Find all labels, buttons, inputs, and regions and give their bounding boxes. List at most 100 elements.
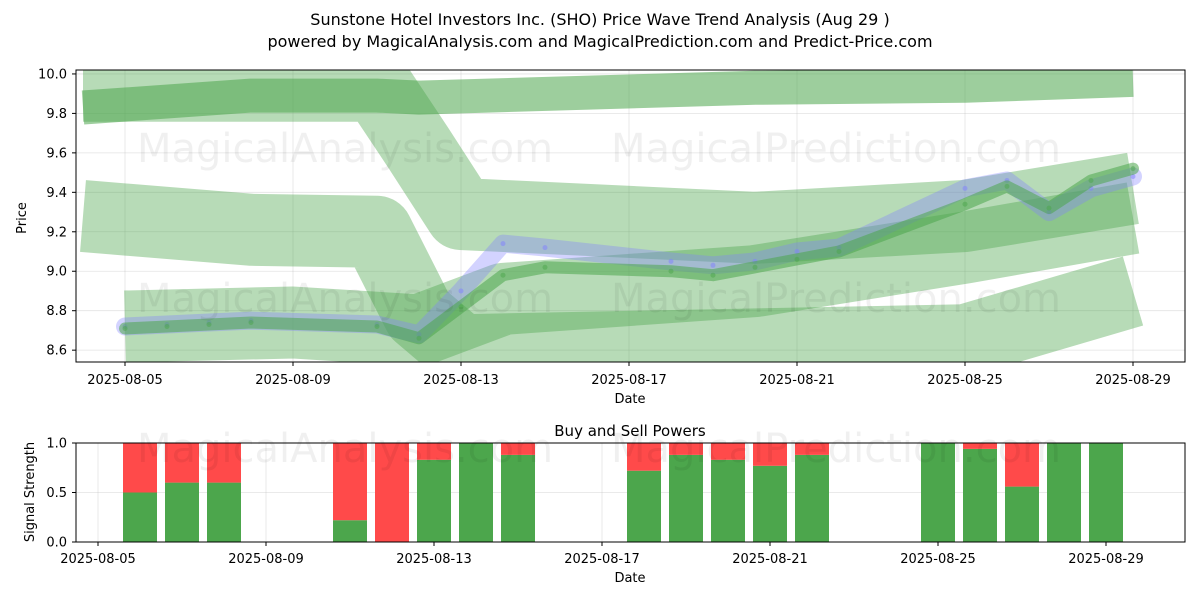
signal-x-tick-label: 2025-08-21 bbox=[732, 552, 808, 567]
buy-power-bar bbox=[459, 443, 493, 542]
price-point bbox=[794, 249, 800, 254]
watermark-text: MagicalPrediction.com bbox=[611, 426, 1061, 472]
signal-x-tick-label: 2025-08-17 bbox=[564, 552, 640, 567]
price-point bbox=[710, 272, 716, 278]
sell-power-bar bbox=[333, 443, 367, 521]
buy-power-bar bbox=[333, 520, 367, 542]
sell-power-bar bbox=[627, 443, 661, 471]
buy-power-bar bbox=[207, 482, 241, 542]
price-point bbox=[374, 324, 380, 329]
price-point bbox=[458, 304, 464, 310]
price-plot-frame bbox=[75, 69, 1186, 363]
watermark-text: MagicalAnalysis.com bbox=[137, 426, 553, 472]
price-point bbox=[458, 288, 464, 294]
price-point bbox=[542, 245, 548, 251]
signal-bars bbox=[123, 443, 1123, 542]
price-y-tick-label: 9.6 bbox=[46, 146, 67, 161]
price-point bbox=[1130, 166, 1136, 172]
price-y-tick-label: 8.8 bbox=[46, 304, 67, 319]
wave-band bbox=[80, 180, 1144, 362]
price-y-tick-label: 9.0 bbox=[46, 265, 67, 280]
buy-power-bar bbox=[669, 454, 703, 542]
price-point bbox=[1130, 174, 1136, 179]
price-y-tick-label: 9.8 bbox=[46, 107, 67, 122]
price-y-tick-label: 9.2 bbox=[46, 225, 67, 240]
price-point bbox=[1004, 183, 1010, 189]
price-point bbox=[794, 256, 800, 262]
price-point bbox=[962, 185, 968, 191]
price-y-tick-label: 8.6 bbox=[46, 344, 67, 359]
signal-chart-title: Buy and Sell Powers bbox=[554, 422, 706, 440]
buy-power-bar bbox=[963, 448, 997, 542]
price-point bbox=[1046, 205, 1052, 211]
signal-y-tick-label: 1.0 bbox=[46, 437, 67, 452]
sell-power-bar bbox=[963, 443, 997, 449]
price-x-tick-label: 2025-08-29 bbox=[1095, 373, 1171, 388]
price-y-axis-label: Price bbox=[15, 202, 30, 234]
buy-power-bar bbox=[1089, 443, 1123, 542]
buy-power-bar bbox=[165, 482, 199, 542]
price-point bbox=[542, 264, 548, 270]
price-x-tick-label: 2025-08-21 bbox=[759, 373, 835, 388]
chart-title: Sunstone Hotel Investors Inc. (SHO) Pric… bbox=[310, 10, 890, 29]
signal-x-tick-label: 2025-08-25 bbox=[900, 552, 976, 567]
wave-band bbox=[81, 70, 1134, 125]
sell-power-bar bbox=[165, 443, 199, 483]
buy-power-bar bbox=[921, 443, 955, 542]
signal-y-tick-label: 0.0 bbox=[46, 536, 67, 551]
sell-power-bar bbox=[501, 443, 535, 455]
watermark-text: MagicalAnalysis.com bbox=[137, 276, 553, 322]
buy-power-bar bbox=[627, 470, 661, 542]
price-point bbox=[668, 268, 674, 274]
buy-power-bar bbox=[753, 465, 787, 542]
signal-x-tick-label: 2025-08-09 bbox=[228, 552, 304, 567]
buy-power-bar bbox=[501, 454, 535, 542]
price-x-tick-label: 2025-08-13 bbox=[423, 373, 499, 388]
signal-y-tick-label: 0.5 bbox=[46, 486, 67, 501]
sell-power-bar bbox=[123, 443, 157, 493]
buy-power-bar bbox=[417, 459, 451, 542]
sell-power-bar bbox=[375, 443, 409, 542]
price-point bbox=[416, 335, 422, 341]
buy-power-bar bbox=[711, 459, 745, 542]
price-x-tick-label: 2025-08-09 bbox=[255, 373, 331, 388]
signal-x-tick-label: 2025-08-05 bbox=[60, 552, 136, 567]
watermark-text: MagicalPrediction.com bbox=[611, 276, 1061, 322]
price-point bbox=[962, 201, 968, 207]
price-x-axis-label: Date bbox=[614, 392, 645, 407]
sell-power-bar bbox=[711, 443, 745, 460]
price-point bbox=[1088, 178, 1094, 183]
signal-x-tick-label: 2025-08-13 bbox=[396, 552, 472, 567]
price-x-tick-label: 2025-08-05 bbox=[87, 373, 163, 388]
price-point bbox=[500, 241, 506, 247]
sell-power-bar bbox=[207, 443, 241, 483]
buy-power-bar bbox=[795, 454, 829, 542]
price-point bbox=[122, 326, 128, 331]
watermark-text: MagicalAnalysis.com bbox=[137, 126, 553, 172]
price-point bbox=[500, 272, 506, 278]
price-x-tick-label: 2025-08-17 bbox=[591, 373, 667, 388]
buy-power-bar bbox=[123, 492, 157, 542]
watermark-text: MagicalPrediction.com bbox=[611, 126, 1061, 172]
signal-x-tick-label: 2025-08-29 bbox=[1068, 552, 1144, 567]
signal-x-axis-label: Date bbox=[614, 571, 645, 586]
signal-axes: 0.0 0.5 1.0 2025-08-05 2025-08-09 2025-08-13 2… bbox=[46, 437, 1143, 568]
price-axes: 8.6 8.8 9.0 9.2 9.4 9.6 9.8 10.0 2025-08-05 2025-… bbox=[38, 67, 1171, 388]
signal-y-axis-label: Signal Strength bbox=[23, 442, 38, 542]
price-point bbox=[710, 262, 716, 268]
wave-band bbox=[83, 70, 1139, 264]
watermarks-bottom: MagicalAnalysis.com MagicalPrediction.co… bbox=[137, 426, 1061, 472]
price-x-tick-label: 2025-08-25 bbox=[927, 373, 1003, 388]
sell-power-bar bbox=[753, 443, 787, 466]
price-point bbox=[206, 322, 212, 327]
price-point bbox=[248, 320, 254, 325]
price-point bbox=[836, 249, 842, 254]
price-point bbox=[164, 324, 170, 329]
sell-power-bar bbox=[795, 443, 829, 455]
price-y-tick-label: 10.0 bbox=[38, 67, 67, 82]
sell-power-bar bbox=[417, 443, 451, 460]
buy-power-bar bbox=[1005, 486, 1039, 542]
watermarks-top: MagicalAnalysis.com MagicalPrediction.co… bbox=[137, 126, 1061, 322]
